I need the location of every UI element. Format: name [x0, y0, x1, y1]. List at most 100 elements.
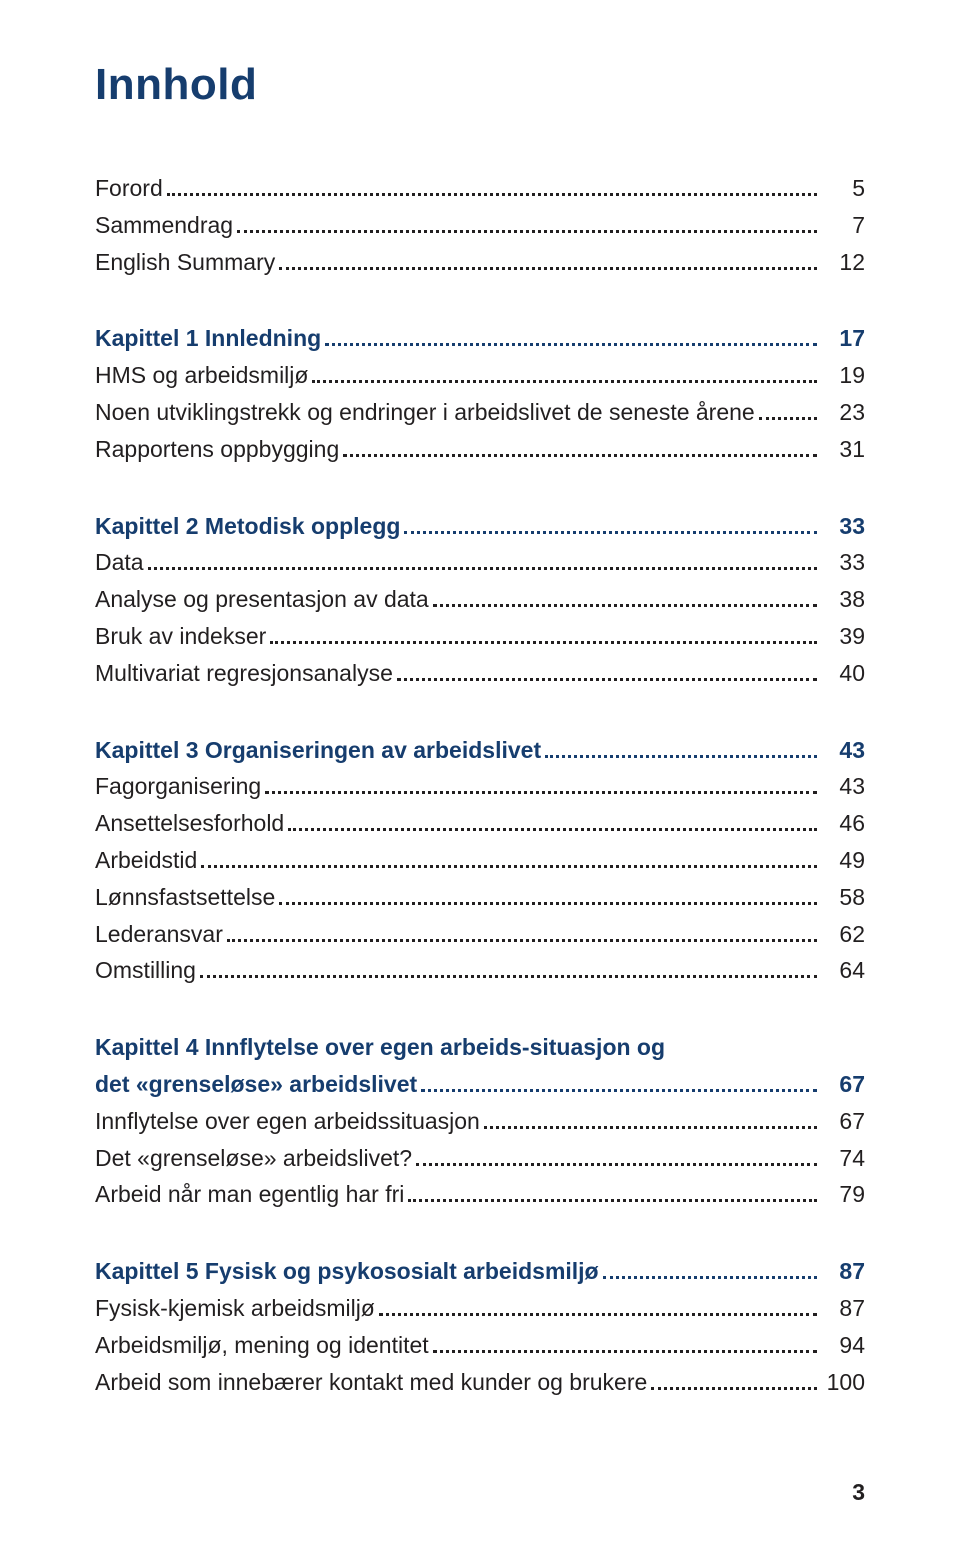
toc-label: Rapportens oppbygging: [95, 431, 339, 468]
toc-entry: Innflytelse over egen arbeidssituasjon 67: [95, 1103, 865, 1140]
toc-label: Noen utviklingstrekk og endringer i arbe…: [95, 394, 755, 431]
toc-entry: Data33: [95, 544, 865, 581]
toc-group: Kapittel 5 Fysisk og psykososialt arbeid…: [95, 1253, 865, 1400]
toc-label: Analyse og presentasjon av data: [95, 581, 429, 618]
toc-page: 74: [821, 1140, 865, 1177]
toc-page: 31: [821, 431, 865, 468]
toc-dot-leader: [237, 220, 817, 233]
toc-label: Kapittel 2 Metodisk opplegg: [95, 508, 400, 545]
toc-label: Sammendrag: [95, 207, 233, 244]
toc-label: Kapittel 1 Innledning: [95, 320, 321, 357]
toc-label: Fysisk-kjemisk arbeidsmiljø: [95, 1290, 375, 1327]
toc-title: Innhold: [95, 60, 865, 110]
toc-dot-leader: [404, 521, 817, 534]
table-of-contents: Forord 5 Sammendrag 7 English Summary 12 Kapit…: [95, 170, 865, 1400]
toc-entry: Kapittel 3 Organiseringen av arbeidslive…: [95, 732, 865, 769]
toc-page: 19: [821, 357, 865, 394]
toc-page: 23: [821, 394, 865, 431]
toc-label: Omstilling: [95, 952, 196, 989]
toc-entry-line1: Kapittel 4 Innflytelse over egen arbeids…: [95, 1029, 865, 1066]
toc-label: HMS og arbeidsmiljø: [95, 357, 308, 394]
toc-entry: Fysisk-kjemisk arbeidsmiljø 87: [95, 1290, 865, 1327]
toc-entry: Arbeidsmiljø, mening og identitet 94: [95, 1327, 865, 1364]
toc-dot-leader: [279, 892, 817, 905]
toc-page: 87: [821, 1290, 865, 1327]
toc-page: 94: [821, 1327, 865, 1364]
toc-entry: Noen utviklingstrekk og endringer i arbe…: [95, 394, 865, 431]
toc-label: Fagorganisering: [95, 768, 261, 805]
toc-label: Innflytelse over egen arbeidssituasjon: [95, 1103, 480, 1140]
toc-entry: Arbeid som innebærer kontakt med kunder …: [95, 1364, 865, 1401]
toc-group: Kapittel 4 Innflytelse over egen arbeids…: [95, 1029, 865, 1213]
toc-label: Kapittel 4 Innflytelse over egen arbeids…: [95, 1029, 665, 1066]
toc-page: 7: [821, 207, 865, 244]
toc-dot-leader: [433, 1340, 817, 1353]
toc-group: Kapittel 2 Metodisk opplegg33Data33Analy…: [95, 508, 865, 692]
toc-page: 87: [821, 1253, 865, 1290]
toc-dot-leader: [416, 1153, 817, 1166]
page: Innhold Forord5Sammendrag7English Summar…: [0, 0, 960, 1544]
toc-label: Forord: [95, 170, 163, 207]
toc-dot-leader: [397, 668, 817, 681]
toc-dot-leader: [759, 407, 817, 420]
toc-label: Bruk av indekser: [95, 618, 266, 655]
toc-page: 62: [821, 916, 865, 953]
page-number: 3: [852, 1479, 865, 1506]
toc-entry: Omstilling64: [95, 952, 865, 989]
toc-entry: Det «grenseløse» arbeidslivet? 74: [95, 1140, 865, 1177]
toc-label: English Summary: [95, 244, 275, 281]
toc-page: 12: [821, 244, 865, 281]
toc-label: Arbeidsmiljø, mening og identitet: [95, 1327, 429, 1364]
toc-group: Kapittel 3 Organiseringen av arbeidslive…: [95, 732, 865, 990]
toc-entry: Analyse og presentasjon av data 38: [95, 581, 865, 618]
toc-entry: Kapittel 1 Innledning17: [95, 320, 865, 357]
toc-dot-leader: [167, 183, 817, 196]
toc-page: 67: [821, 1066, 865, 1103]
toc-page: 46: [821, 805, 865, 842]
toc-page: 58: [821, 879, 865, 916]
toc-entry: Rapportens oppbygging 31: [95, 431, 865, 468]
toc-page: 67: [821, 1103, 865, 1140]
toc-label: Multivariat regresjonsanalyse: [95, 655, 393, 692]
toc-entry: Arbeidstid 49: [95, 842, 865, 879]
toc-entry: det «grenseløse» arbeidslivet67: [95, 1066, 865, 1103]
toc-entry: English Summary 12: [95, 244, 865, 281]
toc-dot-leader: [227, 929, 817, 942]
toc-dot-leader: [148, 558, 817, 571]
toc-group: Forord 5 Sammendrag 7 English Summary 12: [95, 170, 865, 280]
toc-page: 33: [821, 544, 865, 581]
toc-label: Arbeidstid: [95, 842, 197, 879]
toc-page: 79: [821, 1176, 865, 1213]
toc-dot-leader: [200, 966, 817, 979]
toc-entry: Lønnsfastsettelse58: [95, 879, 865, 916]
toc-label: Det «grenseløse» arbeidslivet?: [95, 1140, 412, 1177]
toc-dot-leader: [433, 595, 817, 608]
toc-dot-leader: [545, 745, 817, 758]
toc-dot-leader: [421, 1079, 817, 1092]
toc-entry: Ansettelsesforhold46: [95, 805, 865, 842]
toc-group: Kapittel 1 Innledning17HMS og arbeidsmil…: [95, 320, 865, 467]
toc-entry: Fagorganisering 43: [95, 768, 865, 805]
toc-entry: Bruk av indekser 39: [95, 618, 865, 655]
toc-entry: Multivariat regresjonsanalyse 40: [95, 655, 865, 692]
toc-entry: Arbeid når man egentlig har fri 79: [95, 1176, 865, 1213]
toc-dot-leader: [288, 819, 817, 832]
toc-entry: Kapittel 5 Fysisk og psykososialt arbeid…: [95, 1253, 865, 1290]
toc-label: Lederansvar: [95, 916, 223, 953]
toc-entry: Kapittel 2 Metodisk opplegg33: [95, 508, 865, 545]
toc-dot-leader: [408, 1190, 817, 1203]
toc-page: 49: [821, 842, 865, 879]
toc-page: 39: [821, 618, 865, 655]
toc-dot-leader: [603, 1266, 817, 1279]
toc-dot-leader: [343, 444, 817, 457]
toc-page: 43: [821, 768, 865, 805]
toc-label: Arbeid når man egentlig har fri: [95, 1176, 404, 1213]
toc-dot-leader: [201, 855, 817, 868]
toc-page: 43: [821, 732, 865, 769]
toc-page: 5: [821, 170, 865, 207]
toc-dot-leader: [279, 257, 817, 270]
toc-entry: Lederansvar 62: [95, 916, 865, 953]
toc-page: 40: [821, 655, 865, 692]
toc-page: 38: [821, 581, 865, 618]
toc-dot-leader: [325, 334, 817, 347]
